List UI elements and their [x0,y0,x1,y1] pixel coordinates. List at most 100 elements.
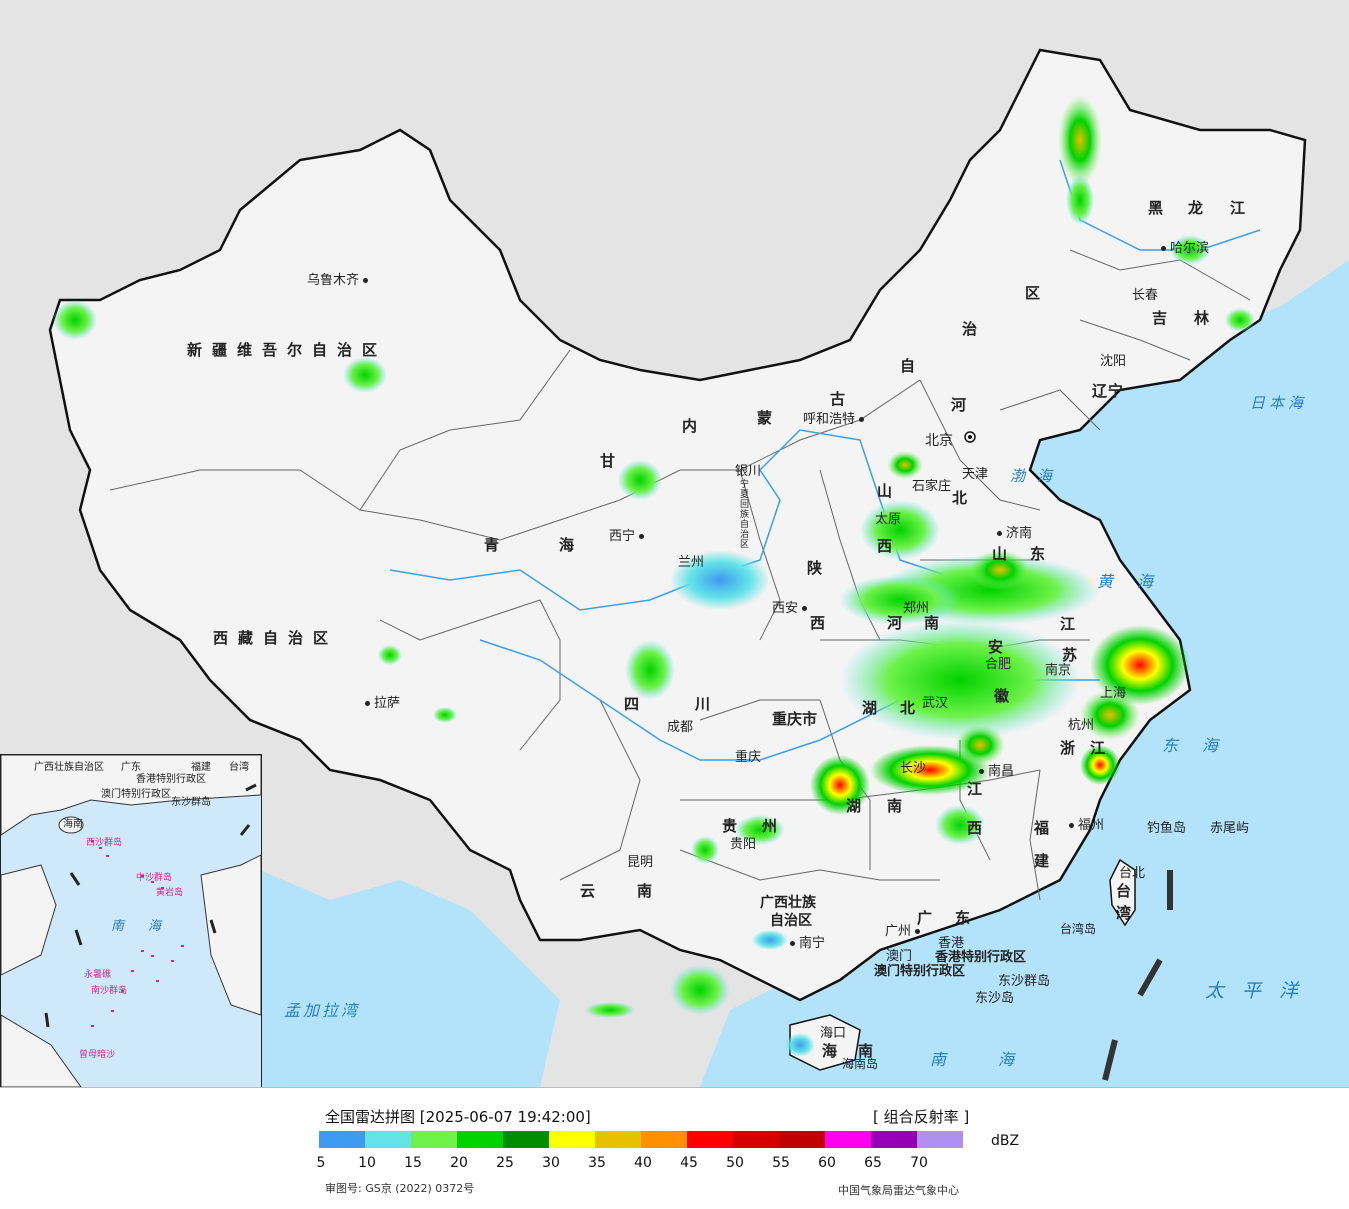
inset-label: 东沙群岛 [171,797,211,808]
province-label: 南 [924,614,950,632]
city-label[interactable]: 石家庄 [912,479,952,494]
province-label: 南 [887,797,913,815]
scale-tick-label: 45 [680,1155,698,1171]
city-label[interactable]: 昆明 [627,855,654,870]
city-label[interactable]: 济南 [993,522,1032,541]
japan-sea [1260,260,1349,480]
province-label: 林 [1194,309,1220,327]
scale-swatch [871,1131,917,1148]
city-label[interactable]: 台北 [1119,866,1146,881]
province-label: 广 [917,909,943,927]
city-dot [979,769,984,774]
city-dot [363,278,369,283]
province-label: 山 [877,482,903,500]
scale-swatch [779,1131,825,1148]
province-label: 龙 [1188,199,1214,217]
sea-label: 孟加拉湾 [284,1001,361,1020]
city-label[interactable]: 重庆 [735,750,762,765]
city-label[interactable]: 海口 [820,1026,847,1041]
bay-of-bengal [260,870,560,1087]
province-label: 州 [762,817,788,835]
city-label[interactable]: 西宁 [609,525,648,544]
city-label[interactable]: 澳门 [886,949,913,964]
radar-map[interactable]: 新疆维吾尔自治区 西藏自治区 青海 甘 内 蒙 古 自 治 区 黑 龙 江 吉 … [0,0,1349,1087]
city-dot [365,701,370,706]
color-scale [319,1131,963,1148]
scale-tick-label: 60 [818,1155,836,1171]
scale-tick-label: 30 [542,1155,560,1171]
province-label: 海 [822,1042,848,1060]
province-label: 江 [1060,615,1086,633]
province-label: 蒙 [757,409,783,427]
province-label: 山 [992,545,1018,563]
scale-swatch [825,1131,871,1148]
scale-swatch [411,1131,457,1148]
scale-tick-label: 65 [864,1155,882,1171]
province-label: 古 [830,390,856,408]
city-label[interactable]: 贵阳 [730,837,757,852]
inset-label: 澳门特别行政区 [101,789,171,800]
map-approval-number: 审图号: GS京 (2022) 0372号 [325,1182,475,1195]
city-label[interactable]: 乌鲁木齐 [307,269,372,288]
province-label: 浙 [1060,739,1086,757]
province-label: 云 [580,882,606,900]
inset-island-label: 曾母暗沙 [79,1050,116,1060]
island-label: 东沙岛 [975,991,1015,1006]
city-label[interactable]: 银川 [735,464,762,479]
city-label[interactable]: 北京 [925,433,953,449]
province-label: 河 [887,614,913,632]
province-label: 江 [1090,739,1116,757]
legend-panel [0,1087,1349,1209]
sea-label: 东海 [1162,736,1243,755]
city-label[interactable]: 上海 [1100,686,1127,701]
province-label: 徽 [994,687,1020,705]
city-label[interactable]: 香港 [938,936,965,951]
city-label[interactable]: 南京 [1045,663,1072,678]
island-label: 钓鱼岛 [1147,821,1187,836]
province-label: 南 [858,1042,884,1060]
city-label[interactable]: 兰州 [678,555,705,570]
city-label[interactable]: 西安 [772,597,811,616]
scale-ticks: 5 10 15 20 25 30 35 40 45 50 55 60 65 70 [317,1155,979,1173]
city-label[interactable]: 郑州 [903,601,930,616]
scale-tick-label: 40 [634,1155,652,1171]
province-label: 陕 [807,559,833,577]
island-label: 赤尾屿 [1210,821,1250,836]
sea-label: 渤海 [1010,467,1065,485]
city-label[interactable]: 哈尔滨 [1157,237,1209,256]
city-label[interactable]: 杭州 [1068,718,1095,733]
inset-label: 南海 [111,919,186,934]
province-label: 宁 [1108,382,1134,400]
province-label: 青海 [484,536,635,554]
province-label: 广西壮族 [760,895,816,911]
city-label[interactable]: 呼和浩特 [803,408,868,427]
scale-tick-label: 10 [358,1155,376,1171]
city-label[interactable]: 广州 [885,920,924,939]
city-label[interactable]: 成都 [667,720,694,735]
city-label[interactable]: 武汉 [922,696,949,711]
province-label: 新疆维吾尔自治区 [187,341,388,359]
city-label[interactable]: 太原 [875,512,902,527]
island-label: 台湾岛 [1060,922,1097,936]
province-label: 河 [951,396,977,414]
province-label: 西 [810,614,836,632]
province-label: 西藏自治区 [213,629,339,647]
inset-island-label: 西沙群岛 [86,838,123,848]
south-china-sea-inset: 广西壮族自治区 广东 福建 台湾 香港特别行政区 澳门特别行政区 东沙群岛 海南… [0,754,262,1087]
province-label: 福 [1034,819,1060,837]
city-label[interactable]: 福州 [1065,814,1104,833]
scale-unit: dBZ [991,1133,1020,1149]
city-label[interactable]: 南宁 [786,932,825,951]
inset-label: 广东 [121,762,141,773]
inset-label: 广西壮族自治区 [34,762,104,773]
city-label[interactable]: 长春 [1132,288,1159,303]
city-label[interactable]: 长沙 [900,761,927,776]
scale-tick-label: 20 [450,1155,468,1171]
product-name: [ 组合反射率 ] [873,1108,970,1126]
city-label[interactable]: 天津 [962,467,989,482]
city-label[interactable]: 拉萨 [361,692,400,711]
sea-label: 南海 [930,1050,1067,1069]
city-label[interactable]: 南昌 [975,760,1014,779]
city-label[interactable]: 沈阳 [1100,354,1127,369]
city-label[interactable]: 合肥 [985,657,1012,672]
